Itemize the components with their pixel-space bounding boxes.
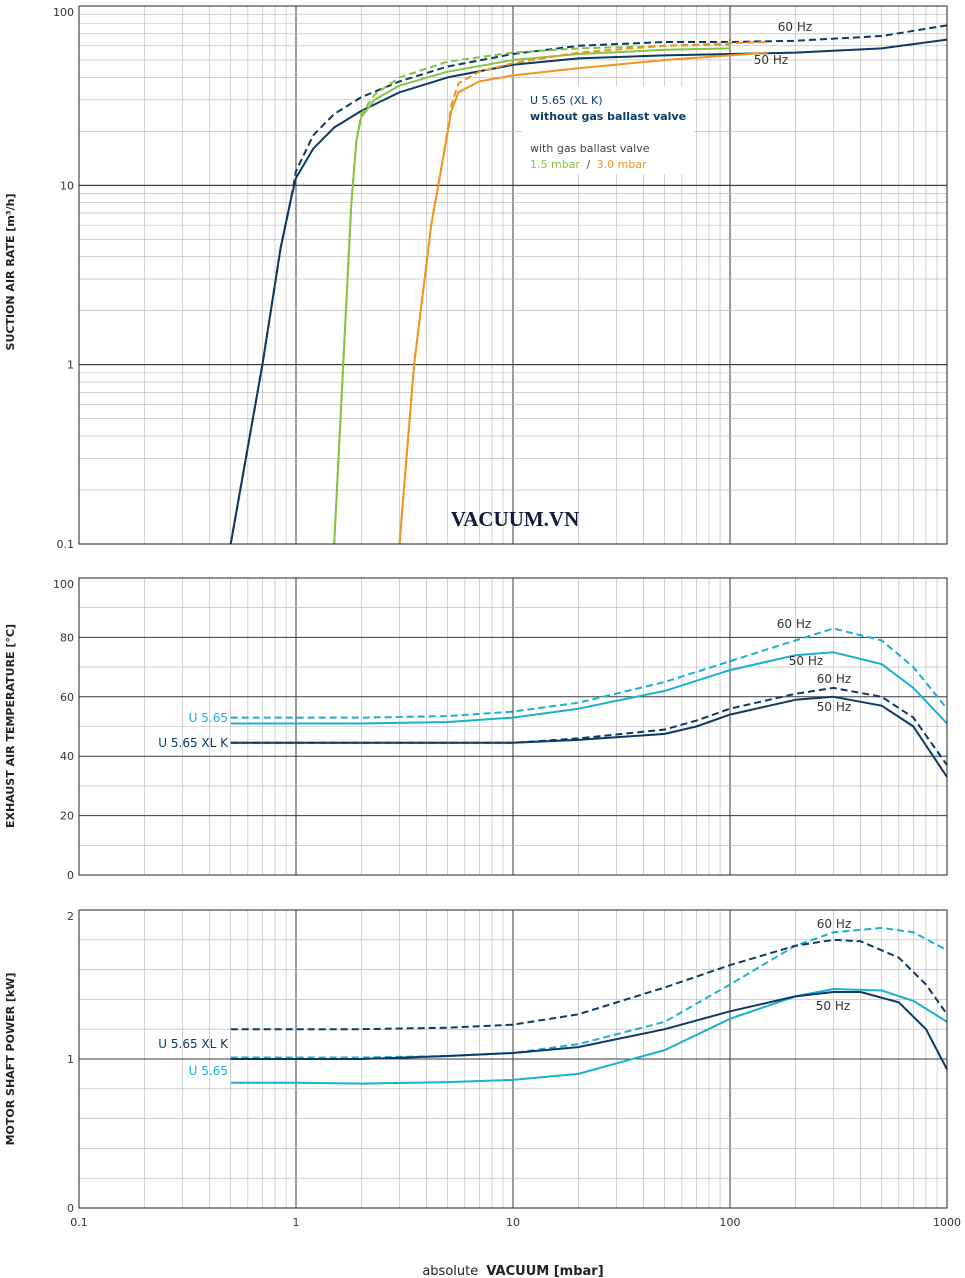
- series-line-orange-dashed: [398, 41, 769, 545]
- legend-gas-ballast-values: 1.5 mbar / 3.0 mbar: [530, 158, 647, 171]
- legend-without-gas-ballast: without gas ballast valve: [530, 110, 686, 123]
- series-line-navy-dashed: [229, 24, 948, 545]
- series-line-cyan-dashed: [230, 627, 948, 719]
- y-tick-label: 40: [60, 750, 74, 763]
- series-line-navy-dashed: [230, 686, 948, 766]
- legend-with-gas-ballast: with gas ballast valve: [530, 142, 650, 155]
- x-tick-label: 1000: [933, 1216, 961, 1229]
- x-axis-label: absolute VACUUM [mbar]: [422, 1264, 603, 1278]
- y-axis-label: MOTOR SHAFT POWER [kW]: [4, 973, 17, 1146]
- annotation-60hz: 60 Hz: [817, 917, 851, 931]
- annotation-50hz: 50 Hz: [816, 999, 850, 1013]
- x-axis-label-bold: VACUUM [mbar]: [486, 1264, 603, 1278]
- x-axis-ticks: 0.1 1 10 100 1000: [70, 1216, 961, 1229]
- series-label-u565: U 5.65: [189, 711, 228, 725]
- series-label-u565-xlk: U 5.65 XL K: [158, 1037, 229, 1051]
- y-tick-label: 0: [67, 1202, 74, 1215]
- annotation-cyan-50hz: 50 Hz: [789, 654, 823, 668]
- series-line-cyan-solid: [230, 988, 948, 1085]
- annotation-cyan-60hz: 60 Hz: [777, 617, 811, 631]
- y-axis-label: SUCTION AIR RATE [m³/h]: [4, 194, 17, 351]
- y-tick-label: 10: [60, 179, 74, 192]
- y-axis-label: EXHAUST AIR TEMPERATURE [°C]: [4, 624, 17, 828]
- series-line-green-dashed: [333, 43, 731, 545]
- y-tick-label: 1: [67, 359, 74, 372]
- legend-gb-1-5: 1.5 mbar: [530, 158, 580, 171]
- y-tick-label: 60: [60, 691, 74, 704]
- annotation-60hz: 60 Hz: [778, 20, 812, 34]
- watermark: VACUUM.VN: [451, 507, 580, 531]
- series-line-navy-solid: [230, 991, 948, 1070]
- motor-shaft-power-chart: 0 1 2 MOTOR SHAFT POWER [kW] 60 Hz 50 Hz U…: [4, 909, 948, 1215]
- y-tick-label: 80: [60, 631, 74, 644]
- y-tick-label: 100: [53, 6, 74, 19]
- x-axis-label-prefix: absolute: [422, 1264, 478, 1278]
- legend-gb-3-0: 3.0 mbar: [597, 158, 647, 171]
- legend-box: [522, 86, 694, 174]
- series-line-cyan-dashed: [230, 926, 948, 1059]
- x-tick-label: 10: [506, 1216, 520, 1229]
- y-tick-label: 0: [67, 869, 74, 882]
- x-tick-label: 1: [293, 1216, 300, 1229]
- series-line-navy-dashed: [230, 938, 948, 1031]
- exhaust-air-temperature-chart: 0 20 40 60 80 100 EXHAUST AIR TEMPERATURE [°C…: [4, 577, 948, 882]
- annotation-navy-50hz: 50 Hz: [817, 700, 851, 714]
- y-tick-label: 20: [60, 810, 74, 823]
- y-tick-label: 1: [67, 1053, 74, 1066]
- legend-model: U 5.65 (XL K): [530, 94, 603, 107]
- series-line-cyan-solid: [230, 651, 948, 725]
- annotation-navy-60hz: 60 Hz: [817, 672, 851, 686]
- series-label-u565-xlk: U 5.65 XL K: [158, 736, 229, 750]
- legend-gb-sep: /: [586, 158, 590, 171]
- y-tick-label: 0.1: [57, 538, 75, 551]
- series-label-u565: U 5.65: [189, 1064, 228, 1078]
- y-tick-label: 100: [53, 578, 74, 591]
- annotation-50hz: 50 Hz: [754, 53, 788, 67]
- x-tick-label: 100: [720, 1216, 741, 1229]
- x-tick-label: 0.1: [70, 1216, 88, 1229]
- y-tick-label: 2: [67, 910, 74, 923]
